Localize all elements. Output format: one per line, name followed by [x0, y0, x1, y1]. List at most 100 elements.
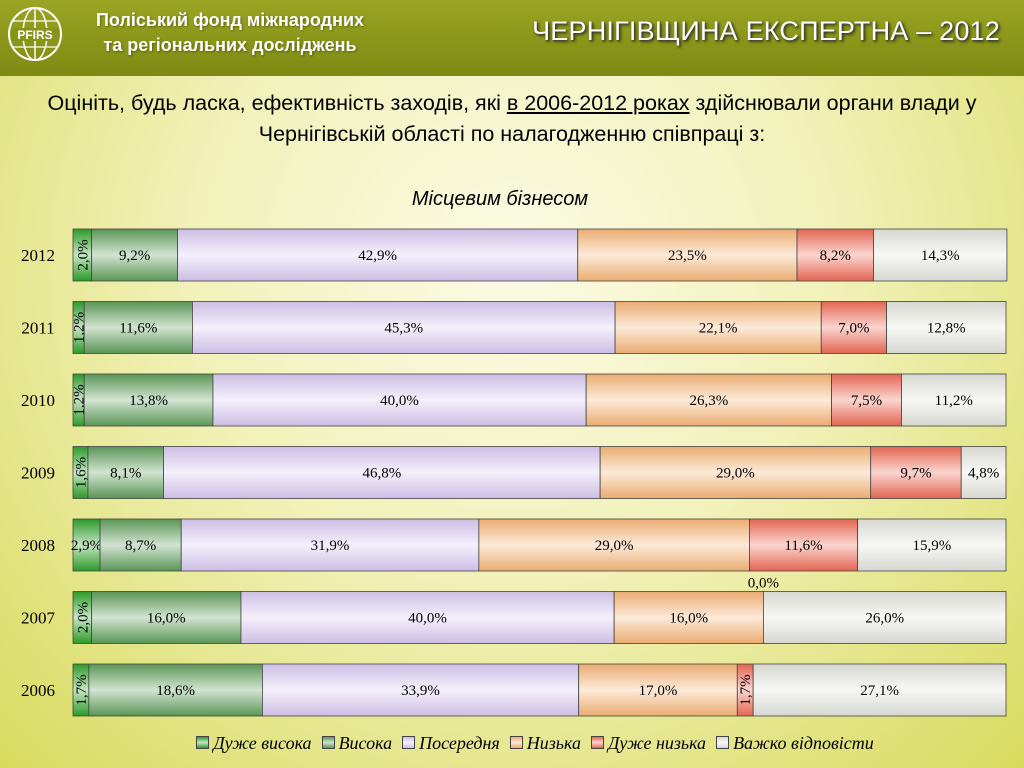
bar-segment-2010-1: [83, 373, 214, 427]
data-label-2010-5: 11,2%: [935, 393, 973, 409]
data-label-2009-2: 46,8%: [362, 466, 401, 482]
bar-segment-2011-2: [192, 301, 616, 354]
legend-item-2: Посередня: [402, 733, 500, 754]
bar-segment-2006-3: [578, 663, 738, 717]
legend-item-1: Висока: [321, 733, 393, 754]
question-part-1: Оцініть, будь ласка, ефективність заході…: [47, 91, 507, 115]
data-label-2009-4: 9,7%: [900, 466, 931, 482]
data-label-2010-0: 1,2%: [72, 384, 88, 415]
pfirs-globe-logo-icon: PFIRS: [8, 7, 62, 61]
data-label-2012-0: 2,0%: [75, 239, 91, 270]
chart-title: Місцевим бізнесом: [411, 188, 589, 210]
data-label-2012-1: 9,2%: [119, 248, 150, 264]
bar-segment-2007-2: [240, 591, 615, 644]
data-label-2007-2: 40,0%: [408, 611, 447, 627]
legend-swatch-0: [196, 736, 210, 750]
data-label-2006-2: 33,9%: [401, 683, 440, 699]
data-label-2012-5: 14,3%: [921, 248, 960, 264]
data-label-2010-1: 13,8%: [129, 393, 168, 409]
data-label-2009-1: 8,1%: [110, 466, 141, 482]
data-label-2012-4: 8,2%: [820, 248, 851, 264]
bar-segment-2006-5: [752, 663, 1007, 717]
data-label-2009-0: 1,6%: [73, 457, 89, 488]
bar-segment-2012-1: [91, 228, 178, 282]
data-label-2007-0: 2,0%: [75, 602, 91, 633]
bar-segment-2009-2: [163, 446, 601, 499]
legend-label-2: Посередня: [419, 733, 500, 753]
data-label-2011-2: 45,3%: [384, 321, 423, 337]
year-label-2006: 2006: [21, 681, 55, 700]
data-label-2011-1: 11,6%: [119, 321, 157, 337]
bar-segment-2007-5: [763, 591, 1007, 644]
year-label-2011: 2011: [21, 319, 54, 338]
header-bar: PFIRS Поліський фонд міжнародних та регі…: [0, 0, 1024, 76]
question-period: в 2006-2012 роках: [506, 91, 690, 115]
data-label-2010-3: 26,3%: [689, 393, 728, 409]
bar-segment-2012-5: [873, 228, 1008, 282]
bar-segment-2010-5: [901, 373, 1007, 427]
legend-item-4: Дуже низька: [590, 733, 707, 754]
year-label-2012: 2012: [21, 246, 55, 265]
data-label-2008-4: 11,6%: [784, 538, 822, 554]
legend-item-0: Дуже висока: [196, 733, 312, 754]
bar-segment-2008-4: [749, 518, 859, 572]
legend-swatch-4: [590, 736, 604, 750]
data-label-2006-1: 18,6%: [156, 683, 195, 699]
org-line-2: та регіональних досліджень: [103, 35, 357, 55]
data-label-2012-2: 42,9%: [358, 248, 397, 264]
bar-segment-2008-0: [72, 518, 101, 572]
bar-segment-2010-3: [585, 373, 832, 427]
legend-label-3: Низька: [526, 733, 581, 753]
data-label-2011-5: 12,8%: [927, 321, 966, 337]
bar-segment-2010-4: [831, 373, 902, 427]
bar-segment-2009-3: [599, 446, 872, 499]
legend-item-3: Низька: [509, 733, 581, 754]
year-label-2008: 2008: [21, 536, 55, 555]
bar-segment-2010-2: [212, 373, 587, 427]
bar-segment-2011-4: [820, 301, 887, 354]
data-label-2008-2: 31,9%: [311, 538, 350, 554]
legend-label-0: Дуже висока: [213, 733, 312, 753]
data-label-2011-0: 1,2%: [72, 312, 88, 343]
year-label-2010: 2010: [21, 391, 55, 410]
data-label-2011-3: 22,1%: [699, 321, 738, 337]
chart-legend: Дуже висока Висока Посередня Низька Дуже низ…: [0, 733, 1024, 754]
data-label-2010-2: 40,0%: [380, 393, 419, 409]
bar-segment-2012-4: [796, 228, 874, 282]
bar-segment-2011-3: [614, 301, 822, 354]
legend-swatch-3: [509, 736, 523, 750]
bar-segment-2012-3: [577, 228, 798, 282]
legend-label-4: Дуже низька: [607, 733, 707, 753]
data-label-2007-4: 0,0%: [748, 576, 779, 592]
bar-segment-2009-5: [960, 446, 1007, 499]
data-label-2011-4: 7,0%: [838, 321, 869, 337]
legend-item-5: Важко відповісти: [716, 733, 874, 754]
legend-label-1: Висока: [338, 733, 393, 753]
org-line-1: Поліський фонд міжнародних: [95, 10, 365, 30]
legend-swatch-5: [716, 736, 730, 750]
data-label-2007-3: 16,0%: [669, 611, 708, 627]
data-label-2006-5: 27,1%: [860, 683, 899, 699]
data-label-2012-3: 23,5%: [668, 248, 707, 264]
data-label-2006-0: 1,7%: [74, 674, 90, 705]
data-label-2009-3: 29,0%: [716, 466, 755, 482]
question-part-2: здійснювали органи влади у Чернігівській…: [258, 91, 977, 146]
bar-segment-2009-1: [87, 446, 164, 499]
data-label-2008-5: 15,9%: [912, 538, 951, 554]
organization-name: Поліський фонд міжнародних та регіональн…: [70, 8, 390, 58]
logo-text: PFIRS: [17, 28, 52, 42]
legend-swatch-1: [321, 736, 335, 750]
data-label-2008-0: 2,9%: [71, 538, 102, 554]
bar-segment-2007-3: [613, 591, 764, 644]
bar-segment-2012-2: [177, 228, 579, 282]
bar-segment-2009-4: [870, 446, 962, 499]
bar-segment-2011-1: [83, 301, 193, 354]
bar-segment-2006-1: [88, 663, 263, 717]
bar-segment-2008-1: [99, 518, 182, 572]
legend-label-5: Важко відповісти: [733, 733, 874, 753]
bar-segment-2007-1: [91, 591, 242, 644]
data-label-2006-4: 1,7%: [738, 674, 754, 705]
data-label-2009-5: 4,8%: [968, 466, 999, 482]
year-label-2007: 2007: [21, 609, 56, 628]
